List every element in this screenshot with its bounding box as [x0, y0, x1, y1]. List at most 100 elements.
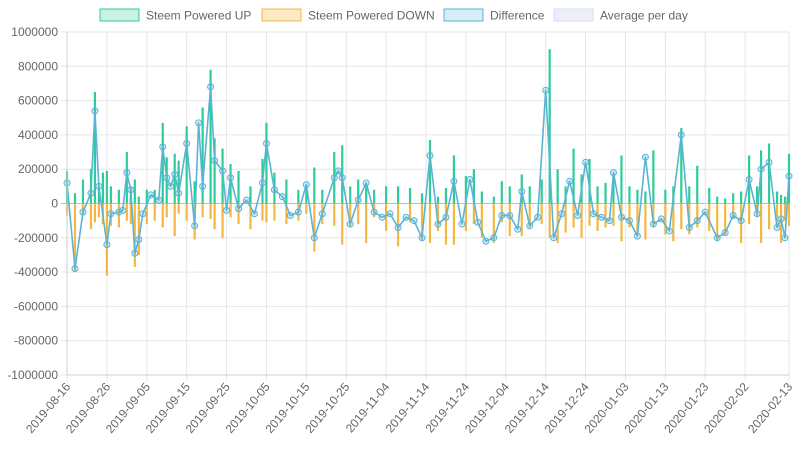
- difference-point: [163, 174, 171, 182]
- bar-up: [528, 186, 531, 204]
- difference-point: [757, 165, 765, 173]
- bar-down: [97, 203, 101, 218]
- difference-point: [91, 107, 99, 115]
- difference-point: [566, 177, 574, 185]
- bar-up: [596, 186, 599, 204]
- difference-point: [318, 210, 326, 218]
- bar-up: [321, 189, 324, 204]
- bar-up: [436, 196, 440, 204]
- bar-down: [787, 203, 791, 226]
- bar-up: [604, 182, 607, 204]
- bar-up: [779, 194, 783, 204]
- bar-down: [480, 203, 483, 238]
- difference-point: [87, 189, 95, 197]
- difference-point: [701, 208, 709, 216]
- y-tick-label: 400000: [18, 128, 58, 142]
- legend-item-down[interactable]: Steem Powered DOWN: [261, 8, 435, 23]
- bar-down: [145, 203, 148, 225]
- y-tick-label: -400000: [14, 265, 58, 279]
- bar-up: [305, 186, 308, 204]
- legend-label-average: Average per day: [600, 9, 688, 23]
- bar-down: [129, 203, 132, 225]
- difference-point: [765, 158, 773, 166]
- bar-up: [444, 188, 448, 204]
- bar-up: [732, 193, 735, 204]
- bar-down: [165, 203, 168, 218]
- difference-point: [115, 208, 123, 216]
- bar-down: [420, 203, 424, 242]
- difference-point: [278, 193, 286, 201]
- bar-down: [716, 203, 719, 242]
- difference-point: [107, 210, 115, 218]
- bar-up: [193, 181, 196, 204]
- difference-point: [334, 167, 342, 175]
- bar-up: [161, 122, 164, 204]
- difference-point: [657, 215, 665, 223]
- bar-up: [472, 169, 475, 204]
- bar-up: [385, 186, 388, 204]
- difference-point: [426, 151, 434, 159]
- bar-down: [596, 203, 599, 231]
- difference-point: [159, 143, 167, 151]
- y-tick-label: 600000: [18, 94, 58, 108]
- legend-item-up[interactable]: Steem Powered UP: [99, 8, 251, 23]
- bar-up: [213, 138, 216, 204]
- bar-down: [680, 203, 683, 230]
- difference-point: [211, 157, 219, 165]
- bar-down: [672, 203, 675, 242]
- bar-up: [775, 191, 779, 204]
- difference-point: [418, 234, 426, 242]
- difference-point: [346, 220, 354, 228]
- y-tick-label: 800000: [18, 59, 58, 73]
- difference-point: [258, 179, 266, 187]
- difference-point: [482, 237, 490, 245]
- bar-down: [73, 203, 77, 273]
- y-tick-label: 0: [51, 197, 58, 211]
- bar-up: [716, 196, 719, 204]
- difference-point: [402, 213, 410, 221]
- bar-up: [480, 191, 483, 204]
- bar-up: [313, 167, 316, 204]
- bar-down: [472, 203, 475, 225]
- bar-up: [755, 186, 759, 204]
- bar-up: [249, 186, 252, 204]
- bar-up: [452, 155, 456, 204]
- y-tick-label: 1000000: [11, 25, 58, 39]
- bar-up: [265, 122, 268, 204]
- bar-down: [444, 203, 448, 245]
- bar-up: [81, 179, 85, 204]
- legend-item-difference[interactable]: Difference: [443, 8, 545, 23]
- legend-label-down: Steem Powered DOWN: [308, 9, 435, 23]
- bar-up: [783, 196, 787, 204]
- difference-point: [302, 181, 310, 189]
- difference-point: [693, 217, 701, 225]
- y-axis: 1000000 800000 600000 400000 200000 0 -200000 -…: [7, 25, 68, 382]
- difference-point: [542, 86, 550, 94]
- bar-down: [664, 203, 667, 235]
- legend: Steem Powered UP Steem Powered DOWN Diff…: [99, 8, 688, 23]
- bar-up: [357, 179, 360, 204]
- bar-up: [612, 176, 615, 204]
- difference-point: [617, 213, 625, 221]
- bar-up: [93, 92, 97, 204]
- bar-down: [209, 203, 212, 219]
- difference-point: [665, 227, 673, 235]
- difference-point: [633, 232, 641, 240]
- difference-point: [737, 217, 745, 225]
- difference-point: [338, 174, 346, 182]
- difference-point: [458, 220, 466, 228]
- bar-down: [612, 203, 615, 226]
- bar-up: [428, 140, 432, 204]
- bar-up: [464, 176, 467, 204]
- bar-down: [229, 203, 232, 218]
- difference-point: [777, 215, 785, 223]
- bar-down: [644, 203, 647, 240]
- legend-item-average[interactable]: Average per day: [553, 8, 688, 23]
- bar-up: [652, 150, 655, 204]
- bar-up: [740, 191, 743, 204]
- bar-up: [588, 158, 591, 204]
- bar-up: [101, 172, 105, 204]
- difference-point: [250, 210, 258, 218]
- difference-point: [450, 177, 458, 185]
- bar-down: [508, 203, 511, 237]
